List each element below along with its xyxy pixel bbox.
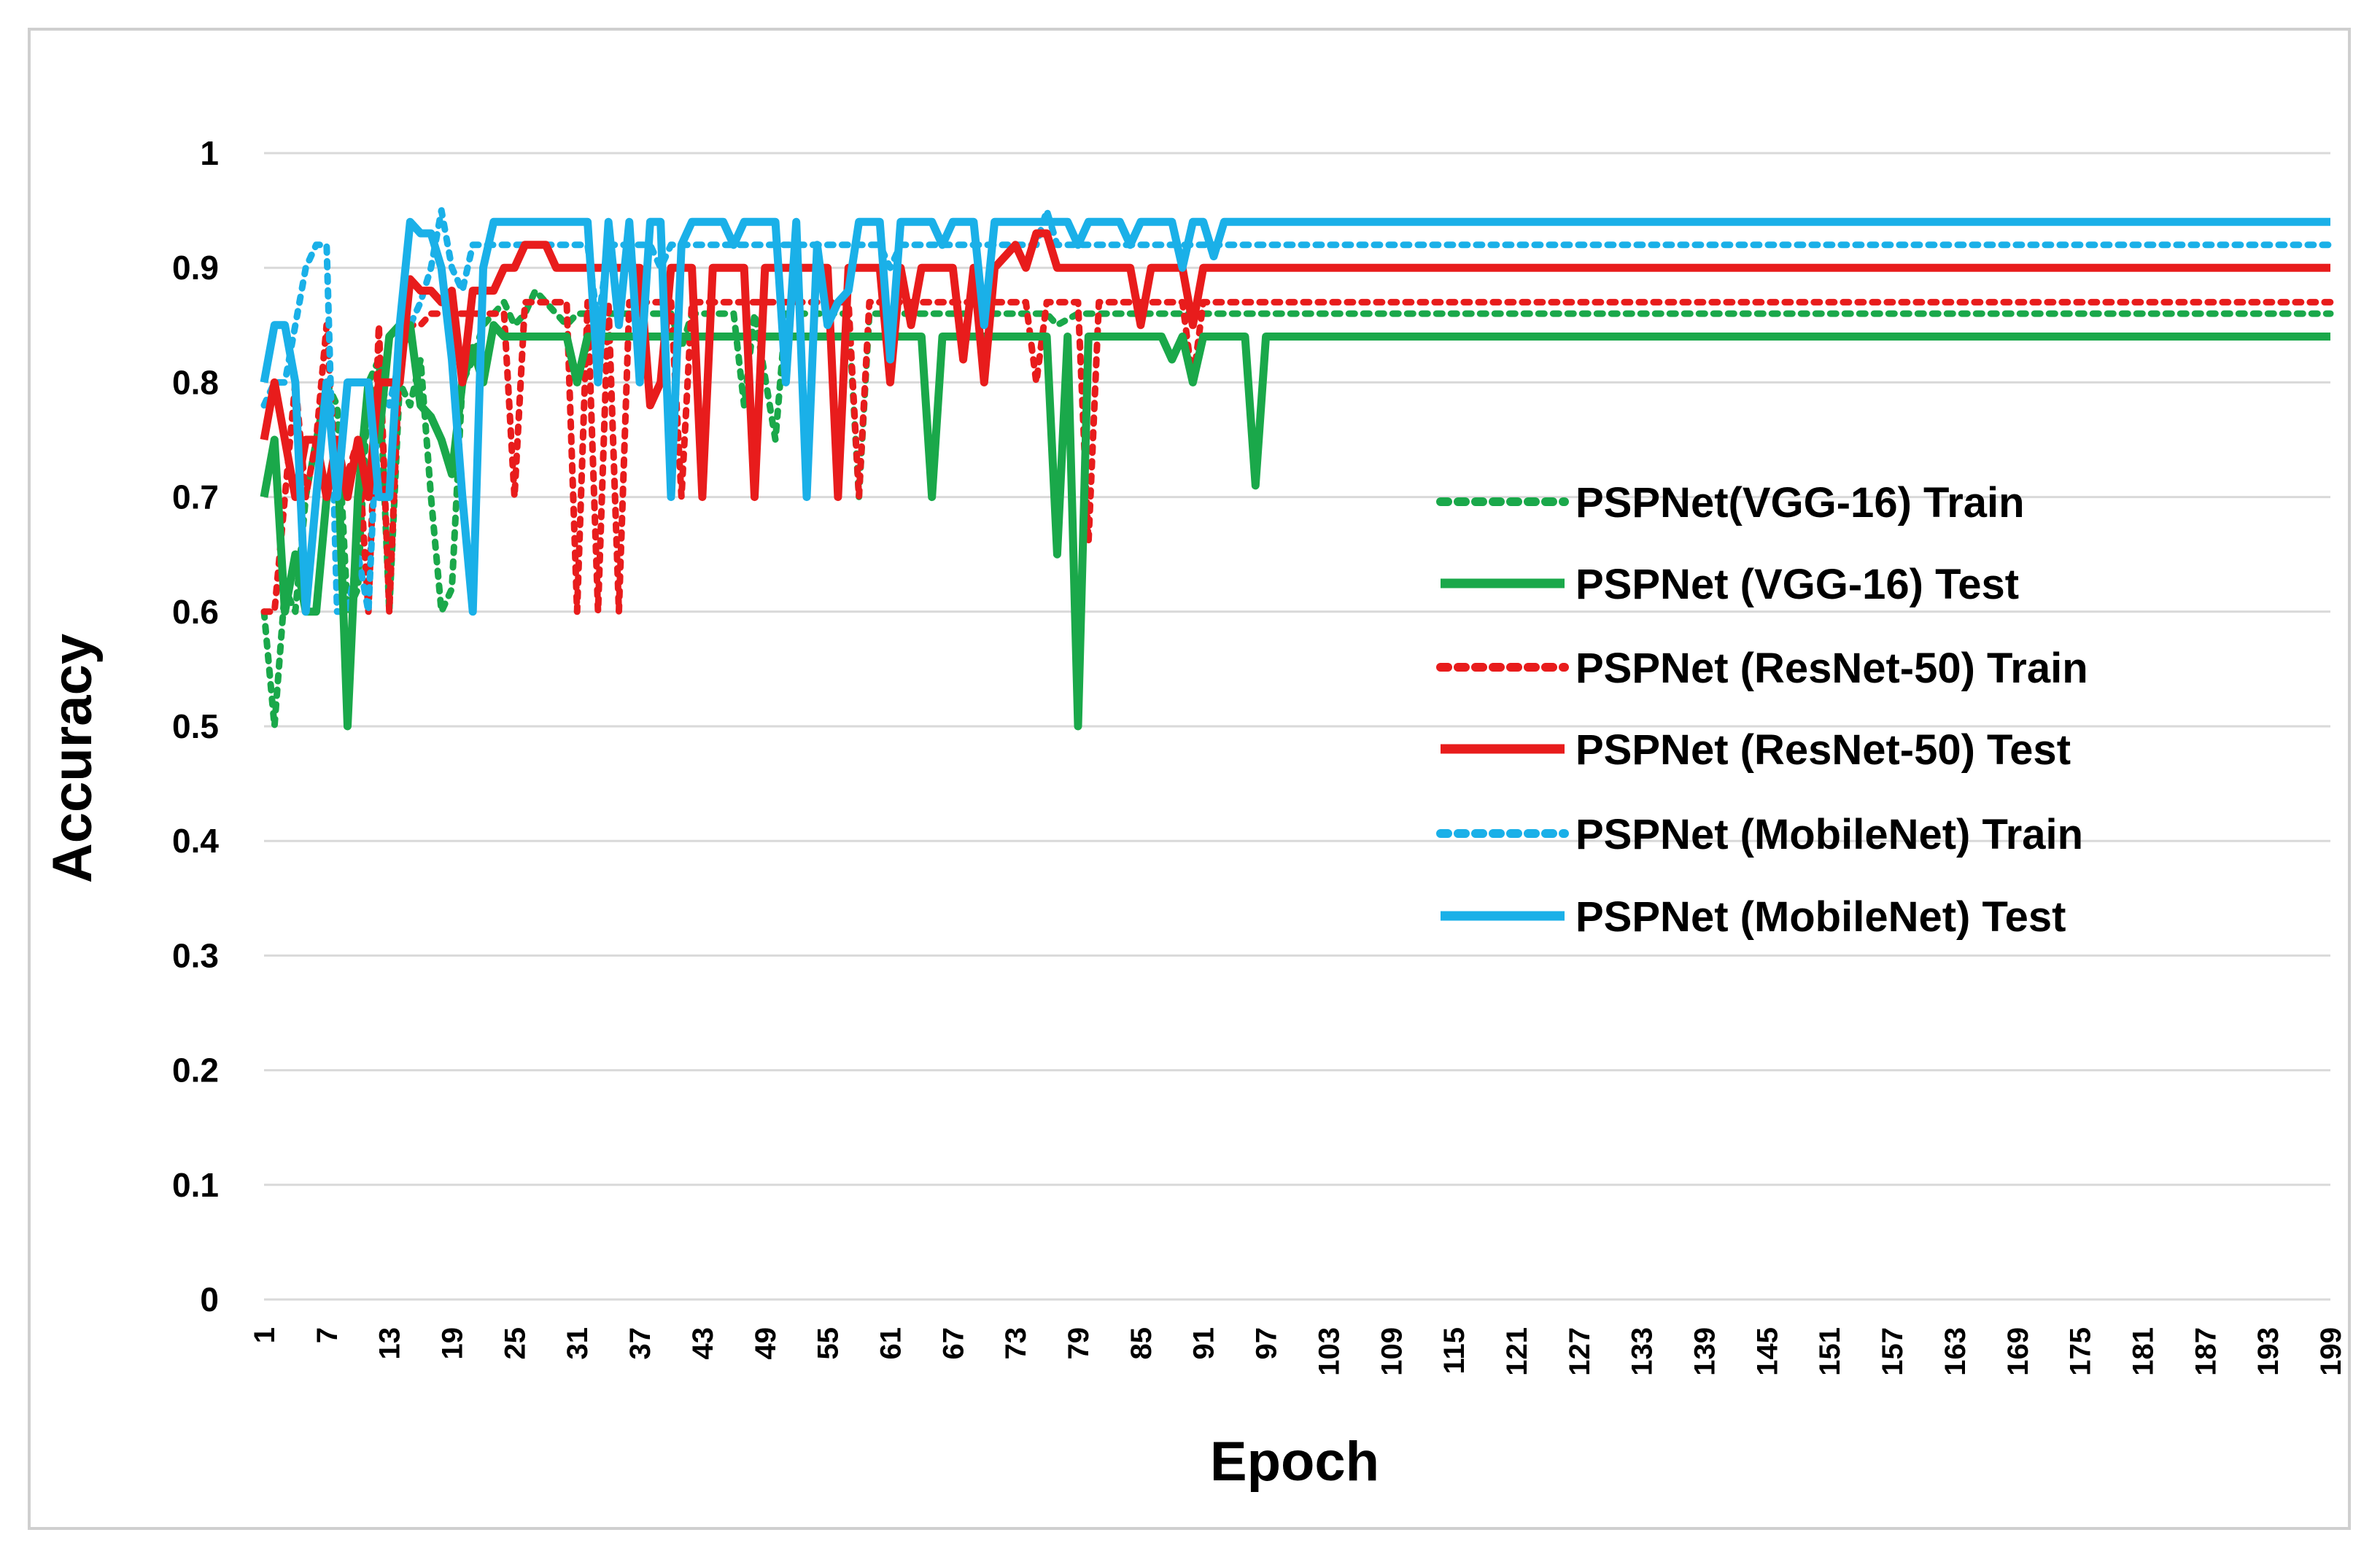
x-tick-label: 157 bbox=[1877, 1327, 1909, 1376]
x-tick-label: 187 bbox=[2190, 1327, 2222, 1376]
x-tick-label: 103 bbox=[1313, 1327, 1345, 1376]
y-tick-label: 0.7 bbox=[172, 478, 219, 516]
series-line-pspnet-vgg-16-test bbox=[260, 321, 2330, 731]
x-tick-label: 169 bbox=[2002, 1327, 2034, 1376]
legend-label-vgg16-train: PSPNet(VGG-16) Train bbox=[1575, 479, 2025, 527]
series-line-pspnet-resnet-50-train bbox=[260, 298, 2334, 615]
x-tick-label: 43 bbox=[687, 1327, 719, 1360]
legend-label-mobilenet-train: PSPNet (MobileNet) Train bbox=[1575, 811, 2083, 858]
x-axis-ticks: 1 7 13 19 25 31 37 43 49 55 61 67 73 79 85 91 97 103 109 11… bbox=[249, 1327, 2347, 1376]
y-tick-label: 0.1 bbox=[172, 1166, 219, 1204]
y-tick-label: 0.8 bbox=[172, 363, 219, 401]
legend: PSPNet(VGG-16) Train PSPNet (VGG-16) Tes… bbox=[1436, 479, 2088, 941]
legend-label-mobilenet-test: PSPNet (MobileNet) Test bbox=[1575, 893, 2066, 941]
x-tick-label: 67 bbox=[937, 1327, 969, 1360]
y-tick-label: 0.4 bbox=[172, 822, 219, 860]
x-tick-label: 145 bbox=[1751, 1327, 1783, 1376]
x-tick-label: 97 bbox=[1251, 1327, 1283, 1360]
chart-frame bbox=[28, 28, 2351, 1530]
x-tick-label: 25 bbox=[499, 1327, 531, 1360]
x-tick-label: 127 bbox=[1564, 1327, 1596, 1376]
y-tick-label: 0.3 bbox=[172, 936, 219, 974]
x-tick-label: 91 bbox=[1188, 1327, 1220, 1360]
x-tick-label: 175 bbox=[2065, 1327, 2097, 1376]
x-tick-label: 139 bbox=[1689, 1327, 1721, 1376]
x-tick-label: 151 bbox=[1814, 1327, 1846, 1376]
x-tick-label: 115 bbox=[1438, 1327, 1470, 1375]
x-tick-label: 7 bbox=[311, 1327, 344, 1343]
y-tick-label: 1 bbox=[200, 134, 219, 172]
y-axis-ticks: 0 0.1 0.2 0.3 0.4 0.5 0.6 0.7 0.8 0.9 1 bbox=[172, 134, 219, 1318]
x-tick-label: 181 bbox=[2127, 1327, 2159, 1376]
x-tick-label: 55 bbox=[813, 1327, 845, 1360]
y-tick-label: 0.9 bbox=[172, 249, 219, 287]
x-tick-label: 193 bbox=[2252, 1327, 2284, 1376]
x-tick-label: 49 bbox=[750, 1327, 782, 1360]
x-tick-label: 1 bbox=[249, 1327, 281, 1343]
y-tick-label: 0 bbox=[200, 1281, 219, 1318]
y-axis-title: Accuracy bbox=[42, 634, 104, 883]
x-tick-label: 79 bbox=[1063, 1327, 1095, 1360]
x-tick-label: 31 bbox=[562, 1327, 594, 1360]
x-tick-label: 73 bbox=[1000, 1327, 1032, 1360]
x-tick-label: 13 bbox=[374, 1327, 406, 1360]
y-tick-label: 0.5 bbox=[172, 707, 219, 745]
x-tick-label: 121 bbox=[1501, 1327, 1533, 1376]
legend-label-resnet50-test: PSPNet (ResNet-50) Test bbox=[1575, 726, 2071, 774]
x-tick-label: 163 bbox=[1939, 1327, 1972, 1376]
x-tick-label: 19 bbox=[437, 1327, 469, 1360]
legend-label-vgg16-test: PSPNet (VGG-16) Test bbox=[1575, 561, 2019, 608]
x-tick-label: 109 bbox=[1376, 1327, 1408, 1376]
legend-label-resnet50-train: PSPNet (ResNet-50) Train bbox=[1575, 645, 2088, 692]
x-tick-label: 133 bbox=[1627, 1327, 1659, 1376]
y-tick-label: 0.6 bbox=[172, 593, 219, 631]
series-line-pspnet-mobilenet-test bbox=[260, 217, 2330, 616]
x-axis-title: Epoch bbox=[1210, 1431, 1379, 1493]
x-tick-label: 85 bbox=[1125, 1327, 1158, 1360]
x-tick-label: 37 bbox=[624, 1327, 656, 1360]
x-tick-label: 61 bbox=[875, 1327, 907, 1360]
series-lines bbox=[260, 207, 2334, 731]
x-tick-label: 199 bbox=[2315, 1327, 2347, 1376]
y-tick-label: 0.2 bbox=[172, 1052, 219, 1089]
